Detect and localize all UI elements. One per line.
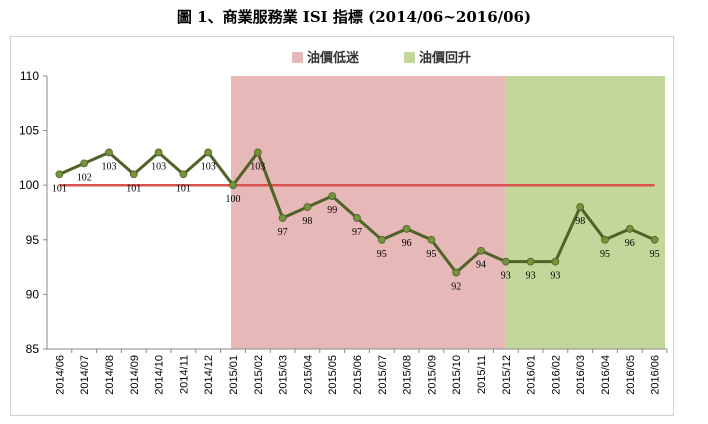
data-label: 93	[550, 271, 560, 282]
data-point	[154, 148, 163, 157]
x-tick-label: 2016/05	[625, 355, 637, 395]
x-tick-label: 2015/09	[426, 355, 438, 395]
x-tick-label: 2015/06	[352, 355, 364, 395]
data-point	[452, 268, 461, 277]
legend-label: 油價回升	[419, 50, 471, 66]
data-point	[501, 257, 510, 266]
data-label: 97	[352, 227, 362, 238]
data-point	[477, 246, 485, 255]
series-layer	[55, 148, 659, 277]
x-tick-label: 2015/03	[278, 355, 290, 395]
y-tick-label: 90	[26, 287, 40, 301]
data-point	[377, 235, 386, 244]
data-point	[576, 203, 585, 211]
x-tick-label: 2014/11	[178, 355, 190, 394]
data-label: 93	[501, 271, 511, 282]
axes-layer: 85 90 95 100 105 110 2014/06 2014/07 2014/08 2014…	[19, 69, 668, 395]
x-tick-label: 2014/06	[54, 355, 66, 395]
x-tick-label: 2015/01	[228, 355, 240, 395]
data-point	[427, 235, 436, 244]
data-label: 95	[600, 249, 610, 260]
legend-swatch	[404, 52, 415, 63]
data-point	[551, 257, 560, 266]
data-label: 96	[625, 238, 635, 249]
data-point	[179, 170, 188, 179]
y-tick-label: 95	[26, 233, 40, 247]
data-label: 95	[377, 249, 387, 260]
x-tick-label: 2016/03	[575, 355, 587, 395]
data-point	[105, 148, 113, 157]
data-label: 101	[52, 183, 67, 194]
data-point	[526, 257, 535, 266]
data-label: 100	[226, 194, 241, 205]
region-1	[231, 76, 506, 349]
y-tick-label: 105	[19, 124, 39, 138]
legend: 油價低迷 油價回升	[292, 50, 471, 66]
data-label: 98	[575, 216, 585, 227]
x-tick-label: 2015/04	[302, 355, 314, 395]
x-tick-label: 2014/09	[129, 355, 141, 395]
x-tick-label: 2015/12	[501, 355, 513, 395]
data-label: 103	[151, 161, 166, 172]
x-tick-label: 2015/07	[377, 355, 389, 395]
x-tick-label: 2014/10	[154, 355, 166, 395]
data-label: 101	[176, 183, 191, 194]
x-tick-label: 2016/02	[550, 355, 562, 395]
x-tick-label: 2016/06	[650, 355, 662, 395]
data-label: 101	[126, 183, 141, 194]
y-tick-label: 110	[20, 69, 39, 83]
data-point	[253, 148, 262, 157]
data-label: 95	[650, 249, 660, 260]
data-label: 92	[451, 282, 461, 293]
chart-title: 圖 1、商業服務業 ISI 指標 (2014/06~2016/06)	[176, 8, 532, 26]
data-point	[328, 192, 337, 201]
data-label: 93	[526, 271, 536, 282]
data-point	[129, 170, 138, 179]
data-label: 97	[278, 227, 288, 238]
data-label: 103	[102, 161, 117, 172]
y-tick-label: 100	[19, 178, 39, 192]
x-tick-label: 2015/10	[451, 355, 463, 395]
data-point	[278, 214, 287, 222]
legend-label: 油價低迷	[307, 50, 360, 66]
data-label: 103	[250, 161, 265, 172]
data-label: 96	[402, 238, 412, 249]
data-point	[204, 148, 213, 157]
data-point	[55, 170, 64, 179]
data-label: 95	[426, 249, 436, 260]
data-point	[650, 235, 659, 244]
x-tick-label: 2016/04	[600, 355, 612, 395]
data-point	[601, 235, 609, 244]
data-label: 98	[302, 216, 312, 227]
data-point	[229, 181, 237, 190]
data-point	[402, 224, 411, 233]
legend-swatch	[292, 52, 303, 63]
data-label: 102	[77, 172, 92, 183]
y-tick-label: 85	[26, 342, 40, 356]
chart-frame	[10, 36, 674, 416]
x-tick-label: 2015/08	[402, 355, 414, 395]
data-label: 103	[201, 161, 216, 172]
x-tick-label: 2014/08	[104, 355, 116, 395]
data-label: 94	[476, 260, 486, 271]
regions-layer	[231, 76, 665, 349]
x-tick-label: 2015/02	[253, 355, 265, 395]
data-point	[303, 203, 312, 211]
x-tick-label: 2015/11	[476, 355, 488, 394]
data-labels-layer: 101 102 103 101 103 101 103 100 103 97 98 99 97 95 96 9…	[52, 161, 660, 292]
data-point	[625, 224, 634, 233]
x-tick-label: 2014/07	[79, 355, 91, 395]
data-point	[353, 214, 361, 222]
x-tick-label: 2015/05	[327, 355, 339, 395]
x-tick-label: 2016/01	[526, 355, 538, 395]
data-point	[80, 159, 89, 168]
x-tick-label: 2014/12	[203, 355, 215, 395]
data-label: 99	[327, 205, 337, 216]
